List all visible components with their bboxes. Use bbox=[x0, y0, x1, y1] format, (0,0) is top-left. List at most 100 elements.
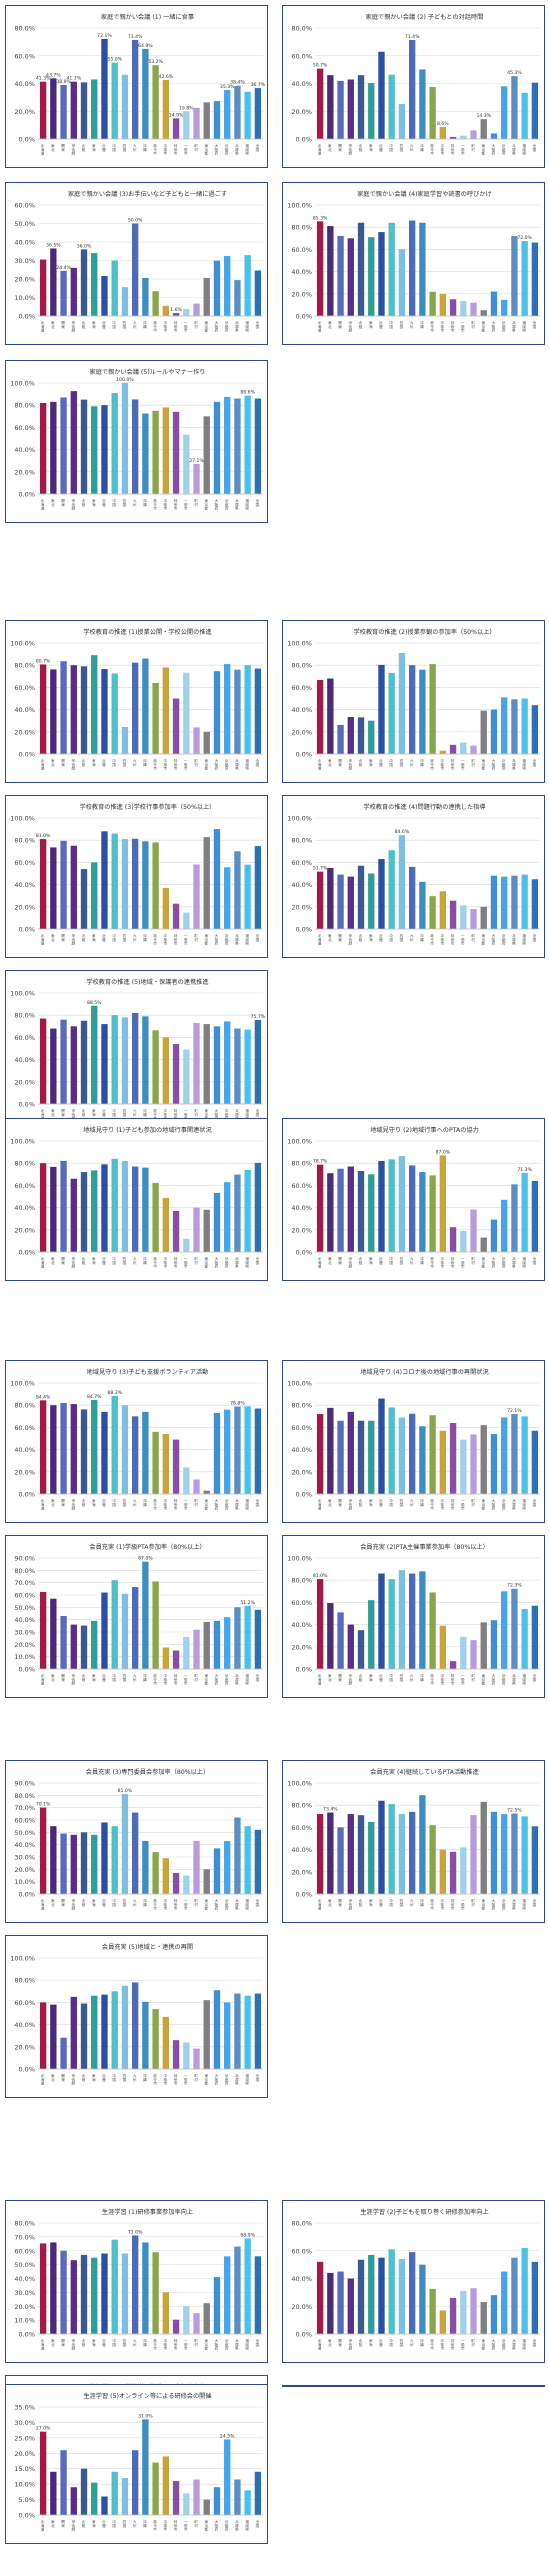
bar-chart: 会員充実 (4)継続しているPTA活動推進 0.0% 20.0% 40.0% 60.0%… bbox=[287, 1768, 540, 1910]
bar bbox=[80, 869, 88, 929]
x-tick-label: 関東 bbox=[60, 2519, 65, 2528]
y-tick-label: 40.0% bbox=[14, 1616, 35, 1624]
x-tick-label: 北海道 bbox=[40, 933, 45, 945]
x-tick-label: 特例市 bbox=[173, 1108, 178, 1120]
x-tick-label: 大阪府 bbox=[491, 1256, 496, 1268]
y-tick-label: 20.0% bbox=[14, 468, 35, 476]
bar bbox=[378, 2257, 385, 2334]
bar bbox=[470, 1434, 477, 1494]
x-tick-label: 福岡県 bbox=[244, 498, 249, 510]
x-tick-label: 近畿 bbox=[101, 2338, 106, 2347]
bar bbox=[101, 1592, 108, 1669]
bar bbox=[254, 1829, 262, 1894]
bar bbox=[80, 1409, 88, 1494]
bar bbox=[347, 876, 354, 929]
x-tick-label: 兵庫県 bbox=[511, 1898, 516, 1910]
bar bbox=[470, 302, 477, 316]
y-tick-label: 60.0% bbox=[14, 52, 35, 60]
x-tick-label: 東京都 bbox=[481, 143, 486, 155]
bar bbox=[490, 291, 498, 316]
bar bbox=[316, 871, 324, 929]
bar bbox=[470, 1209, 477, 1252]
x-tick-label: 中国 bbox=[389, 2338, 394, 2347]
bar bbox=[521, 241, 528, 316]
x-tick-label: 沖縄 bbox=[419, 320, 424, 329]
chart-title: 会員充実 (2)PTA主催事業参加率（80%以上） bbox=[360, 1543, 489, 1551]
bar bbox=[162, 2016, 170, 2069]
x-tick-label: 関東 bbox=[60, 498, 65, 507]
y-tick-label: 40.0% bbox=[291, 1621, 312, 1629]
x-tick-label: 九州 bbox=[409, 320, 414, 329]
bar bbox=[172, 118, 180, 139]
y-tick-label: 0.0% bbox=[295, 751, 312, 759]
x-tick-label: 大阪府 bbox=[491, 2338, 496, 2350]
x-tick-label: 大阪府 bbox=[491, 758, 496, 770]
x-tick-label: 東北 bbox=[50, 758, 55, 767]
y-tick-label: 20.0% bbox=[14, 1468, 35, 1476]
x-tick-label: 近畿 bbox=[378, 2338, 383, 2347]
bar bbox=[39, 839, 47, 929]
bar bbox=[111, 62, 118, 139]
chart-title: 会員充実 (3)専門委員会参加率（80%以上） bbox=[86, 1768, 209, 1776]
data-label: 31.0% bbox=[138, 2413, 153, 2419]
bar bbox=[183, 308, 190, 316]
x-tick-label: 特例市 bbox=[173, 143, 178, 155]
y-tick-label: 20.0% bbox=[291, 1868, 312, 1876]
bar bbox=[388, 1579, 395, 1669]
x-tick-label: 九州 bbox=[132, 498, 137, 507]
y-tick-label: 20.0% bbox=[14, 108, 35, 116]
y-tick-label: 40.0% bbox=[291, 706, 312, 714]
data-label: 71.4% bbox=[405, 34, 420, 40]
y-tick-label: 60.0% bbox=[14, 1999, 35, 2007]
x-tick-label: 甲信越 bbox=[71, 2338, 76, 2350]
x-tick-label: 四国 bbox=[122, 759, 127, 767]
x-tick-label: 兵庫県 bbox=[234, 1898, 239, 1910]
bar bbox=[203, 1869, 210, 1894]
x-tick-label: 京都府 bbox=[224, 2073, 229, 2085]
x-tick-label: 兵庫県 bbox=[234, 320, 239, 332]
y-tick-label: 40.0% bbox=[14, 1204, 35, 1212]
x-tick-label: 四国 bbox=[122, 1257, 127, 1265]
x-tick-label: 近畿 bbox=[101, 1256, 106, 1265]
x-tick-label: 福岡県 bbox=[521, 758, 526, 770]
x-tick-label: 福岡県 bbox=[244, 2338, 249, 2350]
x-tick-label: 中国 bbox=[389, 143, 394, 152]
x-tick-label: 特例市 bbox=[450, 1673, 455, 1685]
x-tick-label: 関東 bbox=[60, 1256, 65, 1265]
y-tick-label: 80.0% bbox=[14, 837, 35, 845]
bar bbox=[378, 859, 385, 929]
data-label: 85.3% bbox=[313, 215, 328, 221]
x-tick-label: 京都府 bbox=[224, 320, 229, 332]
y-tick-label: 0.0% bbox=[295, 1666, 312, 1674]
x-tick-label: 近畿 bbox=[378, 758, 383, 767]
x-tick-label: 兵庫県 bbox=[234, 143, 239, 155]
y-tick-label: 20.0% bbox=[291, 2303, 312, 2311]
bar bbox=[203, 731, 210, 754]
x-tick-label: 九州 bbox=[132, 1673, 137, 1682]
bar bbox=[388, 1159, 395, 1252]
bar bbox=[39, 664, 47, 754]
x-tick-label: 甲信越 bbox=[71, 1498, 76, 1510]
x-tick-label: 町村 bbox=[470, 321, 475, 329]
x-tick-label: 一般市 bbox=[460, 144, 465, 155]
x-tick-label: 中核市 bbox=[440, 320, 445, 332]
x-tick-label: 特例市 bbox=[173, 758, 178, 770]
y-tick-label: 40.0% bbox=[14, 1446, 35, 1454]
y-tick-label: 100.0% bbox=[10, 640, 35, 648]
bar bbox=[183, 2042, 190, 2069]
x-tick-label: 九州 bbox=[132, 2338, 137, 2347]
bar bbox=[131, 662, 139, 754]
x-tick-label: 北陸 bbox=[358, 1673, 363, 1682]
y-tick-label: 0.0% bbox=[18, 313, 35, 321]
bar bbox=[193, 1022, 200, 1104]
bar bbox=[357, 1630, 365, 1669]
x-tick-label: 中国 bbox=[112, 143, 117, 152]
bar bbox=[388, 672, 395, 754]
bar-chart: 学校教育の推進 (5)地域・保護者の連携推進 0.0% 20.0% 40.0% 60.0… bbox=[10, 978, 266, 1120]
bar bbox=[60, 85, 67, 139]
y-tick-label: 100.0% bbox=[10, 990, 35, 998]
bar bbox=[316, 2261, 324, 2334]
chart-title: 会員充実 (4)継続しているPTA活動推進 bbox=[370, 1768, 478, 1776]
bar bbox=[152, 2462, 159, 2515]
bar bbox=[39, 402, 47, 494]
